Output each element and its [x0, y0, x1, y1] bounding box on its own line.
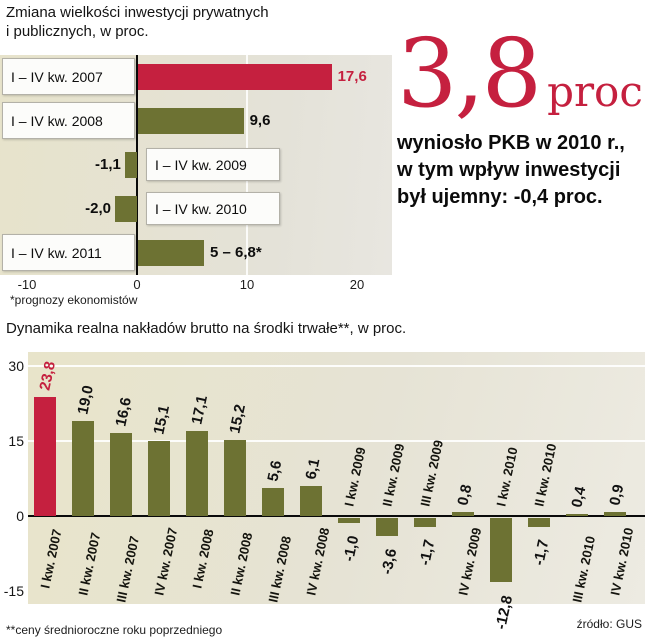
gridline [28, 365, 645, 367]
bottom-chart-title: Dynamika realna nakładów brutto na środk… [6, 320, 407, 337]
bar-segment [376, 518, 398, 536]
bar-segment [124, 152, 137, 178]
x-tick-label: 0 [133, 277, 141, 292]
top-chart-title-line2: i publicznych, w proc. [6, 23, 149, 40]
top-chart-footnote: *prognozy ekonomistów [10, 293, 138, 307]
bar-value-label: 17,6 [337, 68, 367, 85]
bar-segment [34, 397, 56, 516]
y-tick-label: -15 [3, 583, 24, 599]
gdp-callout: 3,8 proc. wyniosło PKB w 2010 r., w tym … [397, 19, 646, 211]
bottom-bar-chart: 30 15 0 -15 23,8 I kw. 2007 19,0 II kw. 2007 16,… [0, 346, 646, 640]
bar-value-label: -2,0 [85, 200, 111, 217]
bar-segment [110, 433, 132, 516]
bar-segment [604, 511, 626, 516]
bar-segment [528, 518, 550, 527]
bar-segment [414, 518, 436, 527]
top-chart-zero-axis-line [136, 55, 138, 275]
bar-segment [186, 430, 208, 516]
bar-segment [338, 518, 360, 523]
category-label-box: I – IV kw. 2009 [146, 148, 280, 181]
top-chart-title-line1: Zmiana wielkości inwestycji prywatnych [6, 4, 269, 21]
bar-segment [224, 440, 246, 516]
gdp-description-line1: wyniosło PKB w 2010 r., [397, 132, 625, 154]
gdp-unit: proc. [547, 67, 646, 116]
x-tick-label: 20 [349, 277, 365, 292]
x-tick-label: 10 [239, 277, 255, 292]
bar-value-label: 9,6 [249, 112, 271, 129]
bar-segment [72, 421, 94, 516]
x-tick-label: -10 [17, 277, 37, 292]
gridline [28, 440, 645, 442]
top-chart-title: Zmiana wielkości inwestycji prywatnych i… [6, 3, 269, 41]
bar-segment [138, 108, 244, 134]
bottom-chart-footnote: **ceny średnioroczne roku poprzedniego [6, 623, 223, 637]
y-tick-label: 0 [16, 508, 24, 524]
category-label-box: I – IV kw. 2010 [146, 192, 280, 225]
source-label: źródło: GUS [576, 617, 642, 631]
gdp-description-line3: był ujemny: -0,4 proc. [397, 186, 603, 208]
bar-segment [452, 512, 474, 516]
bar-segment [148, 440, 170, 516]
bar-value-label: 5 – 6,8* [210, 244, 262, 261]
zero-axis-line [28, 515, 645, 517]
bar-segment [490, 518, 512, 582]
gdp-description-line2: w tym wpływ inwestycji [397, 159, 621, 181]
bar-segment [566, 514, 588, 516]
bar-segment [138, 64, 332, 90]
category-label-box: I – IV kw. 2011 [2, 234, 135, 271]
bar-segment [138, 240, 204, 266]
gdp-callout-number-row: 3,8 proc. [397, 19, 646, 129]
bar-segment [115, 196, 137, 222]
bar-segment [300, 485, 322, 516]
bar-segment [262, 488, 284, 516]
top-bar-chart: I – IV kw. 2007 17,6 I – IV kw. 2008 9,6 I –… [0, 55, 392, 301]
category-label-box: I – IV kw. 2007 [2, 58, 135, 95]
y-tick-label: 30 [8, 358, 24, 374]
gdp-value: 3,8 [397, 19, 542, 129]
gdp-description: wyniosło PKB w 2010 r., w tym wpływ inwe… [397, 130, 643, 211]
bar-value-label: -1,1 [95, 156, 121, 173]
category-label-box: I – IV kw. 2008 [2, 102, 135, 139]
y-tick-label: 15 [8, 433, 24, 449]
